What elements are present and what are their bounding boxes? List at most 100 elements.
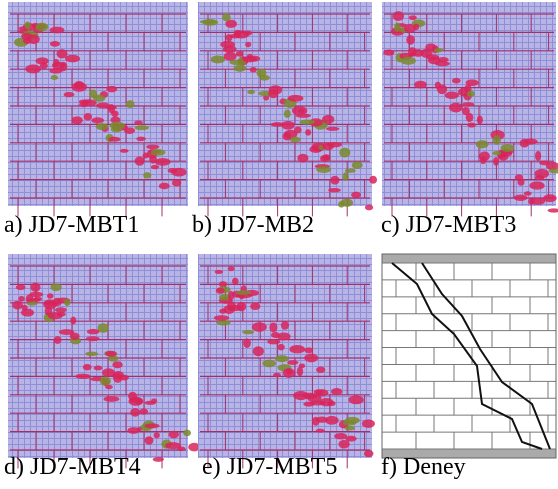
crack-spot	[218, 294, 231, 301]
crack-spot	[277, 343, 285, 351]
crack-spot	[326, 141, 343, 148]
crack-spot	[297, 109, 305, 114]
crack-spot	[465, 79, 479, 86]
panel: a) JD7-MBT1	[4, 2, 188, 238]
panel: b) JD7-MB2	[192, 2, 378, 238]
crack-spot	[105, 384, 113, 390]
crack-spot	[283, 109, 291, 118]
crack-spot	[298, 363, 306, 369]
crack-spot	[466, 90, 476, 97]
panel: c) JD7-MBT3	[381, 2, 558, 238]
crack-spot	[235, 51, 244, 57]
crack-spot	[20, 308, 35, 317]
crack-spot	[344, 168, 356, 173]
crack-spot	[110, 116, 121, 124]
crack-spot	[262, 359, 277, 368]
crack-spot	[523, 191, 532, 196]
crack-spot	[69, 332, 80, 340]
crack-spot	[242, 329, 255, 335]
crack-spot	[225, 19, 237, 28]
crack-spot	[97, 323, 109, 333]
crack-spot	[233, 64, 247, 72]
crack-spot	[534, 150, 542, 161]
crack-spot	[168, 430, 180, 439]
crack-spot	[270, 122, 285, 127]
crack-spot	[498, 153, 509, 161]
crack-spot	[287, 360, 299, 365]
crack-spot	[315, 389, 329, 397]
crack-spot	[325, 126, 340, 131]
crack-spot	[547, 208, 558, 213]
crack-spot	[289, 136, 301, 143]
crack-spot	[304, 353, 319, 363]
crack-spot	[82, 363, 92, 371]
crack-spot	[107, 355, 119, 362]
panel: e) JD7-MBT5	[198, 254, 375, 480]
panel: d) JD7-MBT4	[4, 254, 201, 480]
crack-spot	[139, 408, 149, 415]
crack-spot	[412, 23, 420, 31]
crack-spot	[297, 153, 309, 163]
crack-spot	[543, 194, 557, 203]
crack-spot	[479, 151, 490, 162]
crack-spot	[286, 369, 293, 375]
crack-spot	[215, 287, 225, 294]
crack-spot	[56, 49, 68, 59]
crack-spot	[342, 172, 349, 182]
crack-spot	[523, 138, 538, 145]
crack-spot	[322, 114, 335, 124]
crack-spot	[334, 432, 348, 440]
crack-spot	[529, 181, 545, 190]
crack-spot	[492, 135, 501, 145]
crack-spot	[414, 80, 427, 89]
crack-spot	[305, 129, 312, 136]
crack-spot	[344, 416, 360, 424]
crack-spot	[152, 456, 165, 462]
crack-spot	[364, 204, 374, 211]
crack-spot	[280, 321, 290, 330]
crack-spot	[49, 67, 63, 74]
crack-spot	[136, 136, 146, 142]
crack-spot	[277, 332, 291, 341]
crack-spot	[171, 167, 187, 177]
crack-spot	[328, 187, 341, 193]
crack-spot	[165, 442, 181, 450]
crack-spot	[223, 52, 237, 61]
crack-spot	[50, 75, 59, 81]
crack-spot	[530, 197, 546, 205]
crack-spot	[24, 21, 31, 30]
panel-caption: d) JD7-MBT4	[4, 454, 141, 480]
crack-spot	[330, 388, 343, 396]
panel-caption: b) JD7-MB2	[192, 212, 314, 238]
crack-spot	[269, 322, 278, 333]
crack-spot	[475, 140, 489, 149]
crack-spot	[251, 322, 267, 332]
crack-spot	[130, 407, 141, 417]
crack-spot	[202, 19, 219, 26]
crack-spot	[242, 56, 257, 63]
crack-spot	[316, 166, 332, 173]
crack-spot	[344, 426, 356, 431]
crack-spot	[539, 160, 550, 166]
crack-spot	[403, 23, 417, 34]
crack-spot	[245, 41, 252, 48]
crack-spot	[25, 64, 42, 74]
crack-spot	[25, 294, 34, 304]
crack-spot	[153, 432, 160, 439]
crack-spot	[444, 91, 459, 100]
crack-spot	[46, 293, 54, 299]
crack-spot	[56, 311, 66, 317]
crack-spot	[183, 429, 192, 437]
crack-spot	[79, 101, 89, 108]
top-beam	[381, 253, 557, 264]
crack-spot	[59, 61, 68, 72]
crack-spot	[451, 77, 461, 84]
crack-spot	[93, 94, 106, 102]
crack-spot	[338, 439, 350, 449]
crack-spot	[53, 336, 62, 344]
crack-spot	[93, 365, 103, 371]
crack-spot	[476, 115, 483, 125]
crack-spot	[154, 157, 171, 166]
crack-spot	[492, 150, 502, 156]
crack-spot	[252, 346, 264, 357]
